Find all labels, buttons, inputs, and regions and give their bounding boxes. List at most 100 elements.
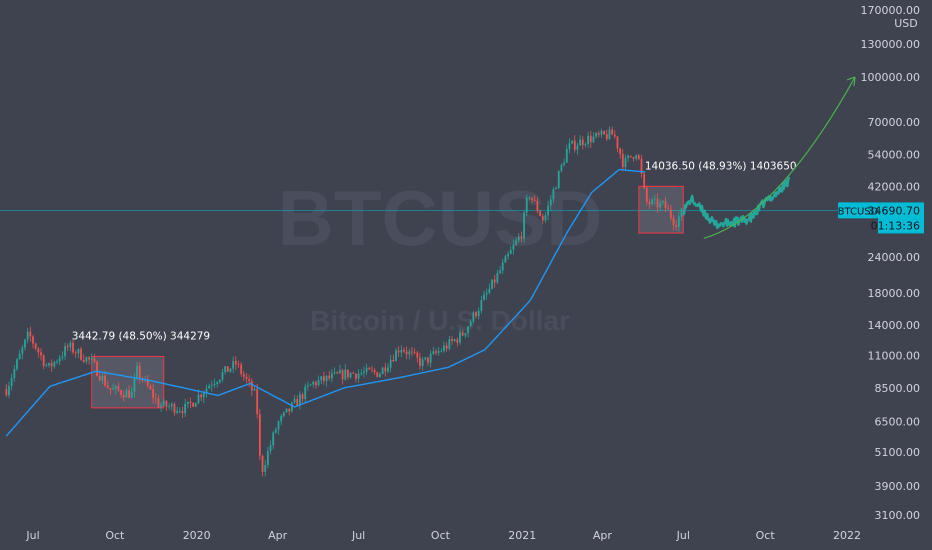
candle[interactable] [413,352,416,353]
candle[interactable] [635,155,638,159]
candle[interactable] [98,376,101,381]
candle[interactable] [531,197,533,200]
plot-pane[interactable]: 3442.79 (48.50%) 344279 14036.50 (48.93%)… [0,76,880,477]
candle[interactable] [533,199,536,201]
candle[interactable] [328,375,331,379]
candle[interactable] [250,381,253,391]
candle[interactable] [408,351,411,355]
candle[interactable] [595,133,598,137]
candle[interactable] [496,273,499,283]
candle[interactable] [411,351,413,353]
candle[interactable] [48,363,50,366]
candle[interactable] [459,332,461,343]
candle[interactable] [571,140,574,144]
candle[interactable] [40,352,42,356]
candle[interactable] [611,129,614,135]
candle[interactable] [61,356,64,358]
candle[interactable] [437,351,440,353]
candle[interactable] [72,342,74,353]
candle[interactable] [445,345,448,349]
candle[interactable] [130,391,133,398]
candle[interactable] [32,336,34,344]
candle[interactable] [109,388,112,390]
candle[interactable] [525,197,528,213]
candle[interactable] [541,216,544,221]
candle[interactable] [344,369,347,380]
candle[interactable] [480,300,483,311]
candle[interactable] [421,359,424,367]
candle[interactable] [651,199,654,205]
candle[interactable] [488,288,491,293]
candle[interactable] [42,355,45,366]
candle[interactable] [154,397,157,399]
candle[interactable] [213,383,216,386]
candle[interactable] [336,372,339,374]
candle[interactable] [677,216,680,227]
candle[interactable] [579,139,582,146]
candle[interactable] [419,357,421,367]
candle[interactable] [509,249,512,255]
candle[interactable] [288,408,291,412]
candle[interactable] [613,134,616,137]
candle[interactable] [125,390,128,398]
candle[interactable] [589,135,592,143]
candle[interactable] [18,353,21,360]
candle[interactable] [576,145,579,150]
candle[interactable] [122,394,125,398]
symbol-badge[interactable] [838,202,878,219]
candle[interactable] [170,404,173,407]
candle[interactable] [475,312,477,317]
candle[interactable] [555,188,557,190]
candle[interactable] [573,140,576,150]
candle[interactable] [242,374,245,377]
candle[interactable] [429,353,432,363]
candle[interactable] [165,400,168,407]
candle[interactable] [637,155,640,159]
candle[interactable] [397,350,400,353]
candle[interactable] [373,370,376,373]
candle[interactable] [403,350,405,352]
candle[interactable] [608,129,611,140]
candle[interactable] [66,346,69,348]
candle[interactable] [667,207,670,210]
candle[interactable] [285,408,288,413]
candle[interactable] [218,379,221,383]
candle[interactable] [21,347,24,354]
candle[interactable] [341,370,344,380]
candle[interactable] [314,381,317,386]
candle[interactable] [565,149,568,163]
candle[interactable] [379,374,381,377]
candle[interactable] [306,385,309,387]
candle[interactable] [493,279,496,283]
candle[interactable] [560,164,563,171]
candle[interactable] [451,339,453,341]
candle[interactable] [544,215,547,221]
candle[interactable] [581,139,584,145]
candle[interactable] [448,339,451,349]
candle[interactable] [365,367,368,372]
candle[interactable] [603,131,606,135]
candle[interactable] [584,144,587,145]
candle[interactable] [360,373,363,374]
candle[interactable] [443,345,445,352]
candle[interactable] [192,402,195,407]
candle[interactable] [282,412,285,416]
candle[interactable] [253,388,256,391]
candle[interactable] [501,262,504,271]
candle[interactable] [347,369,349,378]
candle[interactable] [248,379,251,382]
candle[interactable] [186,401,189,404]
candle[interactable] [549,199,552,206]
candle[interactable] [293,399,296,403]
candle[interactable] [456,339,459,343]
candle[interactable] [101,375,104,381]
candle[interactable] [136,366,138,379]
candle[interactable] [661,201,664,203]
candle[interactable] [24,339,26,348]
candle[interactable] [376,372,379,377]
candle[interactable] [181,410,184,414]
candle[interactable] [645,187,648,202]
candle[interactable] [264,465,267,472]
candle[interactable] [325,375,328,381]
candle[interactable] [202,393,205,398]
